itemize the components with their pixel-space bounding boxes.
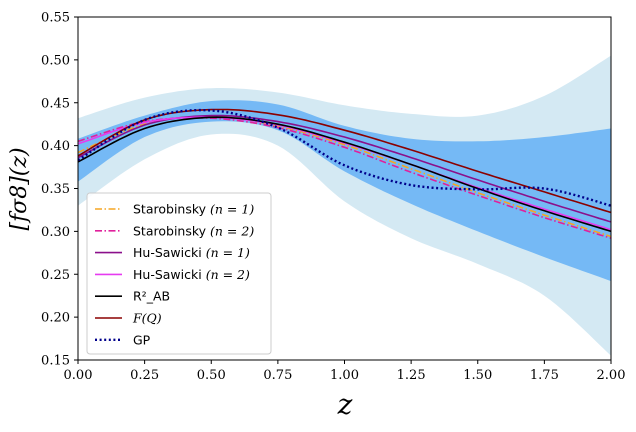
- y-tick-label: 0.30: [41, 225, 70, 240]
- legend-label-6: GP: [133, 332, 151, 347]
- y-tick-label: 0.35: [41, 182, 70, 197]
- x-tick-label: 0.75: [263, 368, 292, 383]
- legend-label-2: Hu-Sawicki (n = 1): [133, 245, 250, 260]
- x-tick-label: 1.25: [397, 368, 426, 383]
- x-tick-label: 1.00: [330, 368, 359, 383]
- y-tick-label: 0.25: [41, 268, 70, 283]
- y-tick-label: 0.50: [41, 53, 70, 68]
- x-axis: 0.00 0.25 0.50 0.75 1.00 1.25 1.50 1.75 2.00: [64, 360, 626, 383]
- y-tick-label: 0.45: [41, 96, 70, 111]
- series-lines: [78, 108, 611, 239]
- y-tick-label: 0.55: [41, 11, 70, 26]
- y-tick-label: 0.40: [41, 139, 70, 154]
- x-tick-label: 2.00: [597, 368, 626, 383]
- y-tick-label: 0.15: [41, 354, 70, 369]
- series-line-4: [78, 116, 611, 233]
- series-line-6: [78, 108, 611, 207]
- series-line-5: [78, 108, 611, 214]
- x-tick-label: 0.00: [64, 368, 93, 383]
- legend-box: [86, 192, 272, 355]
- legend-label-0: Starobinsky (n = 1): [133, 202, 254, 217]
- y-axis: 0.15 0.20 0.25 0.30 0.35 0.40 0.45 0.50 0.55: [41, 11, 78, 369]
- x-tick-label: 1.75: [530, 368, 559, 383]
- band-outer: [78, 55, 611, 356]
- y-axis-title: [fσ8](z): [7, 147, 32, 230]
- series-line-3: [78, 116, 611, 231]
- band-inner: [78, 100, 611, 282]
- legend-label-1: Starobinsky (n = 2): [133, 223, 254, 238]
- legend: Starobinsky (n = 1) Starobinsky (n = 2) Hu…: [86, 192, 272, 355]
- y-tick-label: 0.20: [41, 311, 70, 326]
- legend-label-5: F(Q): [132, 311, 162, 326]
- legend-label-4: R²_AB: [133, 289, 170, 304]
- x-axis-title: z: [337, 388, 353, 421]
- x-tick-label: 1.50: [463, 368, 492, 383]
- x-tick-label: 0.25: [130, 368, 159, 383]
- x-tick-label: 0.50: [197, 368, 226, 383]
- legend-label-3: Hu-Sawicki (n = 2): [133, 267, 250, 282]
- confidence-bands: [78, 55, 611, 356]
